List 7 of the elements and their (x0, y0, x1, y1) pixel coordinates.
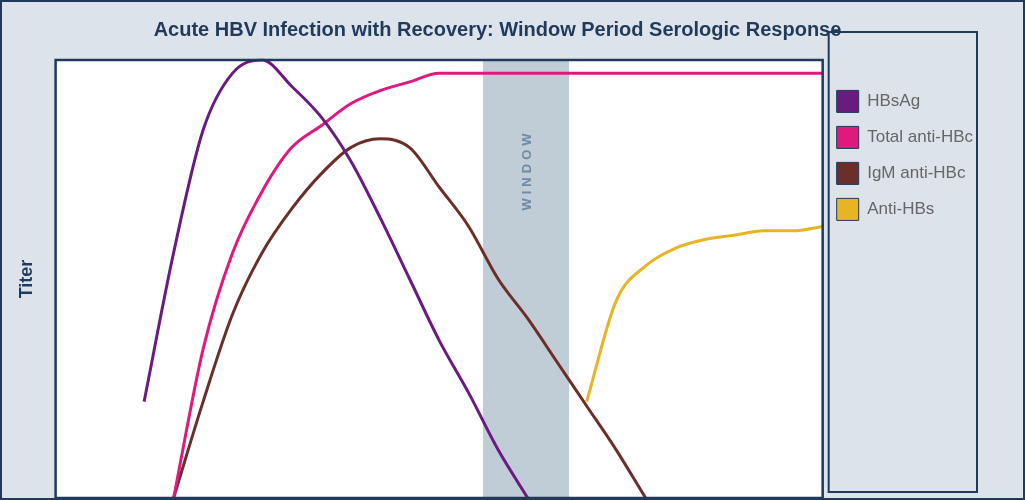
chart-title: Acute HBV Infection with Recovery: Window Period Serologic Response (153, 17, 842, 40)
y-axis-title: Titer (15, 259, 36, 299)
annotation: WINDOW (518, 129, 534, 211)
legend-label: HBsAg (867, 91, 921, 111)
legend-label: Anti-HBs (867, 199, 935, 219)
legend-label: IgM anti-HBc (867, 163, 966, 183)
legend-label: Total anti-HBc (867, 127, 974, 147)
